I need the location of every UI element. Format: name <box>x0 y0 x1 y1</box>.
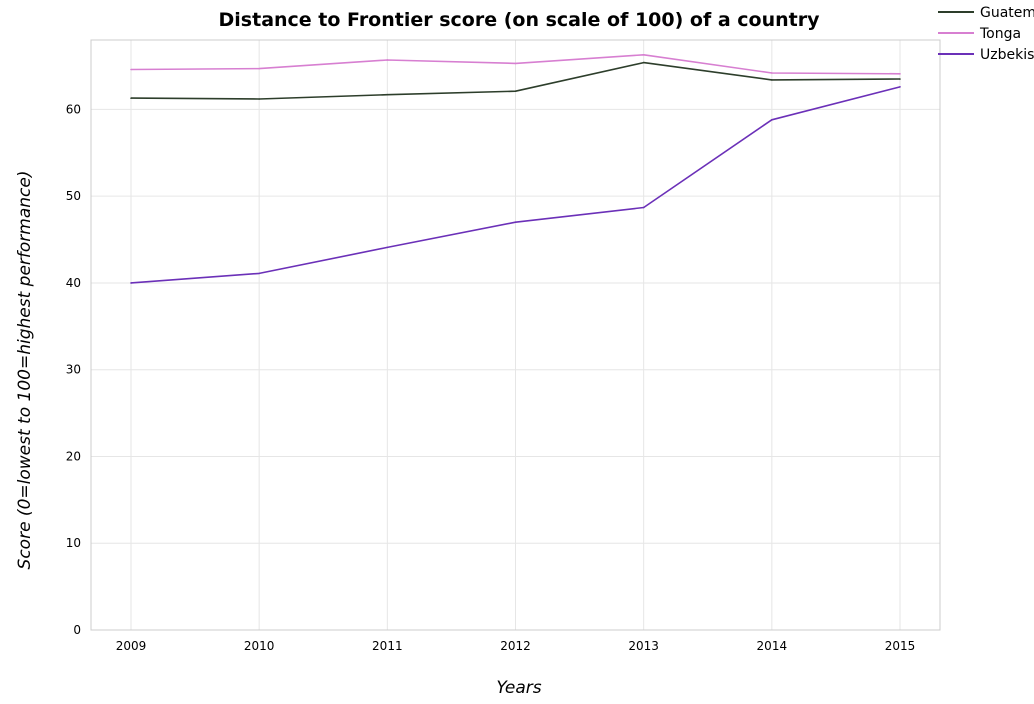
data-point-guatemala <box>130 97 132 99</box>
y-tick-label: 0 <box>73 623 81 637</box>
x-axis-label: Years <box>496 678 541 698</box>
legend-label-tonga: Tonga <box>979 26 1021 42</box>
data-point-guatemala <box>771 79 773 81</box>
y-tick-label: 10 <box>66 536 81 550</box>
y-tick-label: 40 <box>66 276 81 290</box>
y-axis-label: Score (0=lowest to 100=highest performan… <box>15 171 35 570</box>
data-point-uzbekistan <box>130 282 132 284</box>
data-point-tonga <box>130 68 132 71</box>
data-point-uzbekistan <box>771 119 773 121</box>
data-point-uzbekistan <box>899 86 901 88</box>
plot-frame <box>90 39 941 631</box>
y-tick-label: 30 <box>66 363 81 377</box>
data-point-guatemala <box>642 61 645 64</box>
data-point-uzbekistan <box>258 272 260 275</box>
data-point-tonga <box>258 67 260 70</box>
legend: Guatemala Tonga Uzbekistan <box>938 5 1034 63</box>
x-tick-label: 2012 <box>500 639 531 653</box>
axes: 0 10 20 30 40 50 60 2009 2010 2011 2012 2013 2014 201… <box>66 39 941 653</box>
legend-label-uzbekistan: Uzbekistan <box>980 47 1034 63</box>
x-tick-label: 2010 <box>244 639 275 653</box>
y-tick-label: 60 <box>66 102 81 116</box>
data-point-guatemala <box>258 98 260 100</box>
x-tick-label: 2011 <box>372 639 403 653</box>
data-point-tonga <box>899 73 901 75</box>
data-point-tonga <box>386 59 389 61</box>
data-point-tonga <box>642 53 645 56</box>
data-point-uzbekistan <box>514 221 517 224</box>
y-tick-label: 20 <box>66 449 81 463</box>
y-tick-label: 50 <box>66 189 81 203</box>
x-tick-label: 2015 <box>885 639 916 653</box>
data-point-uzbekistan <box>642 206 645 209</box>
series <box>130 53 901 284</box>
data-point-guatemala <box>899 78 901 80</box>
x-tick-label: 2014 <box>757 639 788 653</box>
data-point-tonga <box>771 72 773 74</box>
x-tick-label: 2013 <box>628 639 659 653</box>
data-point-uzbekistan <box>386 246 389 249</box>
grid <box>91 40 940 631</box>
x-tick-label: 2009 <box>116 639 147 653</box>
data-point-guatemala <box>514 90 517 92</box>
data-point-guatemala <box>386 93 389 96</box>
data-point-tonga <box>514 62 517 65</box>
legend-label-guatemala: Guatemala <box>980 5 1034 21</box>
chart-title: Distance to Frontier score (on scale of … <box>219 9 821 31</box>
